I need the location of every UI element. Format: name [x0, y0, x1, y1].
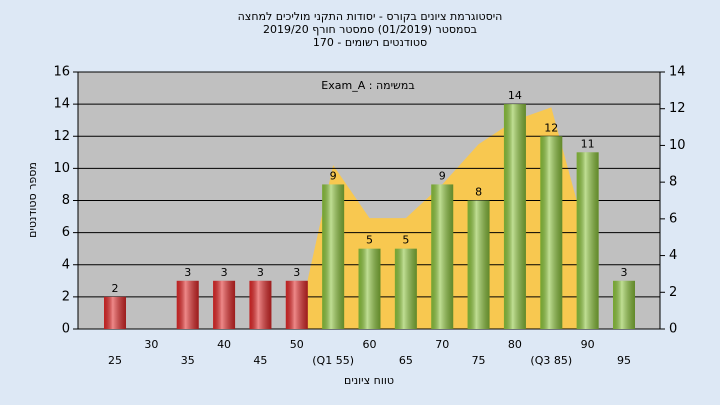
data-label: 9	[330, 169, 337, 182]
y2-tick-label: 0	[669, 322, 677, 337]
chart-title: היסטוגרמת ציונים בקורס - יסודות התקני מו…	[238, 10, 503, 23]
bar-shine	[213, 280, 236, 329]
y-tick-label: 10	[53, 161, 70, 176]
x-tick-label: 50	[290, 338, 304, 351]
data-label: 3	[221, 266, 228, 279]
data-label: 3	[257, 266, 264, 279]
x-tick-label: 35	[181, 354, 195, 367]
chart-subtitle: סטודנטים רשומים - 170	[313, 36, 427, 49]
y-tick-label: 8	[62, 193, 70, 208]
y2-tick-label: 4	[669, 248, 677, 263]
y2-tick-label: 12	[669, 101, 686, 116]
data-label: 5	[366, 234, 373, 247]
x-tick-label: 65	[399, 354, 413, 367]
x-tick-label: (Q1 55)	[312, 354, 354, 367]
x-tick-label: 25	[108, 354, 122, 367]
y-tick-label: 2	[62, 289, 70, 304]
data-label: 12	[544, 121, 558, 134]
x-tick-label: (Q3 85)	[530, 354, 572, 367]
x-axis-label: טווח ציונים	[344, 374, 394, 387]
chart-subtitle: בסמסטר (01/2019) סמסטר חורף 2019/20	[263, 23, 477, 36]
bar-shine	[358, 248, 381, 329]
y-tick-label: 12	[53, 129, 70, 144]
x-tick-label: 40	[217, 338, 231, 351]
x-tick-label: 45	[253, 354, 267, 367]
y2-tick-label: 8	[669, 175, 677, 190]
data-label: 14	[508, 89, 522, 102]
data-label: 5	[402, 234, 409, 247]
bar-shine	[176, 280, 199, 329]
x-tick-label: 75	[472, 354, 486, 367]
y2-tick-label: 14	[669, 65, 686, 80]
bar-shine	[540, 136, 563, 329]
data-label: 3	[293, 266, 300, 279]
x-tick-label: 95	[617, 354, 631, 367]
bar-shine	[503, 104, 526, 329]
bar-shine	[467, 200, 490, 329]
y-axis-label: מספר סטודנטים	[26, 162, 39, 238]
x-tick-label: 70	[435, 338, 449, 351]
data-label: 3	[621, 266, 628, 279]
bar-shine	[576, 152, 599, 329]
y-tick-label: 6	[62, 225, 70, 240]
bar-shine	[322, 184, 345, 329]
data-label: 2	[112, 282, 119, 295]
x-tick-label: 60	[363, 338, 377, 351]
annotation: Exam_A : במשימה	[321, 79, 414, 92]
y-tick-label: 16	[53, 65, 70, 80]
y2-tick-label: 10	[669, 138, 686, 153]
y-tick-label: 4	[62, 257, 70, 272]
data-label: 3	[184, 266, 191, 279]
data-label: 11	[581, 137, 595, 150]
bar-shine	[613, 280, 635, 329]
x-tick-label: 90	[581, 338, 595, 351]
y2-tick-label: 2	[669, 285, 677, 300]
data-label: 9	[439, 169, 446, 182]
bar-shine	[431, 184, 454, 329]
x-tick-label: 80	[508, 338, 522, 351]
y-tick-label: 0	[62, 322, 70, 337]
bar-shine	[394, 248, 417, 329]
x-tick-label: 30	[144, 338, 158, 351]
y-tick-label: 14	[53, 97, 70, 112]
data-label: 8	[475, 186, 482, 199]
bar-shine	[104, 296, 126, 329]
bar-shine	[249, 280, 272, 329]
bar-shine	[285, 280, 308, 329]
y2-tick-label: 6	[669, 211, 677, 226]
